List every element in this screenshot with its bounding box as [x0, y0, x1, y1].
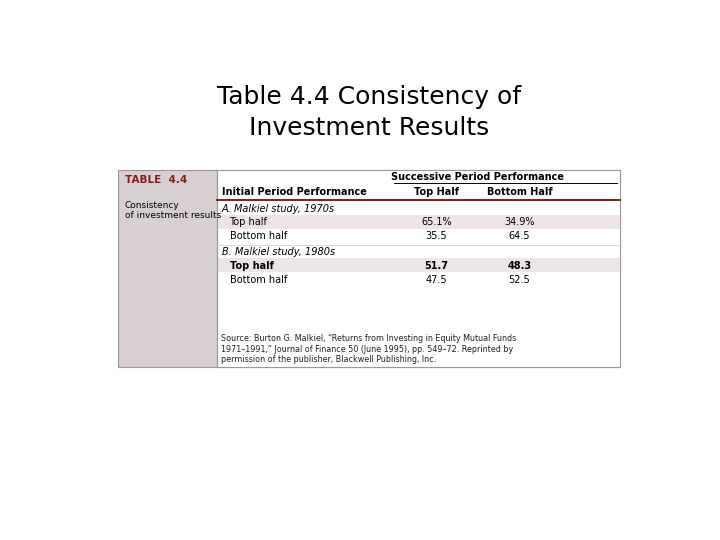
Text: 52.5: 52.5 — [508, 275, 530, 285]
Text: Consistency
of investment results: Consistency of investment results — [125, 201, 221, 220]
FancyBboxPatch shape — [118, 170, 620, 367]
Text: B. Malkiel study, 1980s: B. Malkiel study, 1980s — [222, 247, 335, 257]
Text: Top half: Top half — [230, 218, 267, 227]
FancyBboxPatch shape — [217, 258, 620, 272]
FancyBboxPatch shape — [217, 215, 620, 228]
Text: 48.3: 48.3 — [508, 261, 531, 271]
Text: 64.5: 64.5 — [508, 231, 530, 241]
Text: 51.7: 51.7 — [424, 261, 449, 271]
Text: Initial Period Performance: Initial Period Performance — [222, 187, 366, 197]
Text: Source: Burton G. Malkiel, “Returns from Investing in Equity Mutual Funds
1971–1: Source: Burton G. Malkiel, “Returns from… — [221, 334, 516, 364]
Text: Top half: Top half — [230, 261, 274, 271]
Text: Top Half: Top Half — [414, 187, 459, 197]
Text: Bottom Half: Bottom Half — [487, 187, 552, 197]
Text: 34.9%: 34.9% — [504, 218, 534, 227]
Text: Table 4.4 Consistency of
Investment Results: Table 4.4 Consistency of Investment Resu… — [217, 85, 521, 140]
Text: 47.5: 47.5 — [426, 275, 447, 285]
Text: 35.5: 35.5 — [426, 231, 447, 241]
Text: 65.1%: 65.1% — [421, 218, 451, 227]
Text: Successive Period Performance: Successive Period Performance — [392, 172, 564, 182]
Text: Bottom half: Bottom half — [230, 231, 287, 241]
Text: Bottom half: Bottom half — [230, 275, 287, 285]
FancyBboxPatch shape — [217, 170, 620, 367]
Text: A. Malkiel study, 1970s: A. Malkiel study, 1970s — [222, 204, 335, 213]
Text: TABLE  4.4: TABLE 4.4 — [125, 176, 187, 185]
